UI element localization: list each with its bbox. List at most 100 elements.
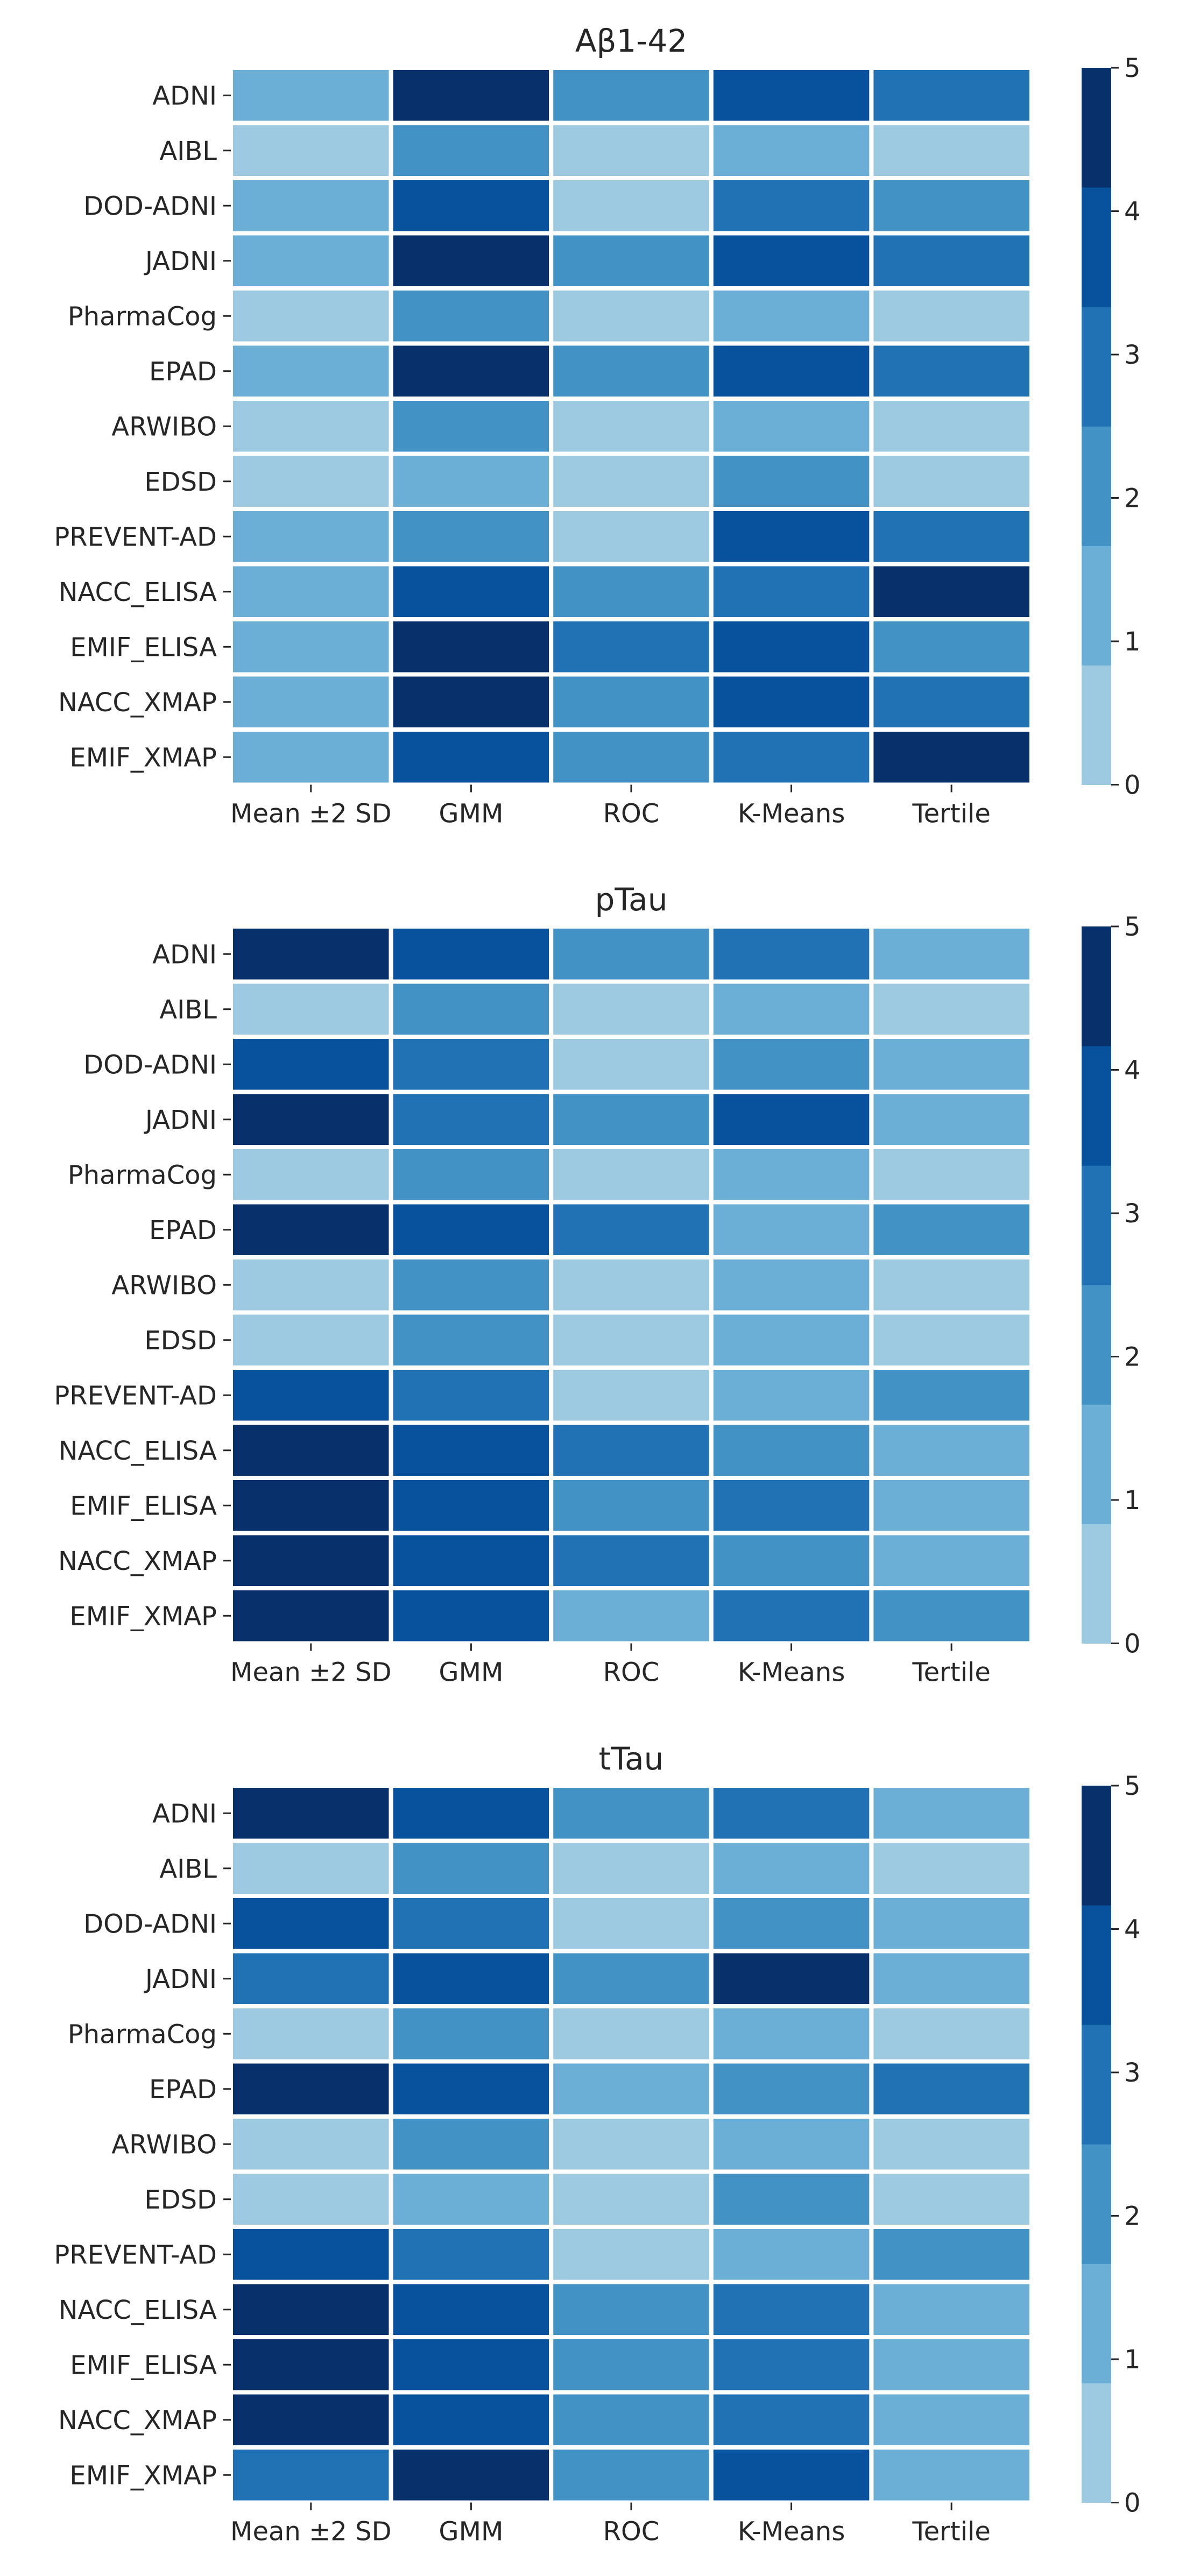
row-label: NACC_ELISA [59, 577, 217, 607]
heatmap-cell [389, 672, 554, 732]
heatmap-cell [389, 286, 554, 346]
heatmap-cell [869, 727, 1034, 787]
colorbar-tick-label: 0 [1124, 2488, 1141, 2518]
row-label: PREVENT-AD [54, 522, 217, 552]
column-label: K-Means [738, 799, 845, 829]
heatmap-panel-1: pTau ADNI AIBL DOD-ADNI JADNI PharmaCog EPAD AR… [54, 881, 1140, 1688]
heatmap-cell [389, 451, 554, 511]
heatmap-cell [389, 1949, 554, 2008]
heatmap-cell [869, 1310, 1034, 1370]
heatmap-cell [549, 1531, 714, 1590]
heatmap-cell [709, 121, 874, 180]
row-label: EMIF_XMAP [69, 742, 217, 773]
heatmap-cell [549, 1089, 714, 1149]
heatmap-cell [709, 231, 874, 291]
heatmap-cell [869, 507, 1034, 567]
heatmap-cell [709, 1949, 874, 2008]
colorbar-segment [1082, 1285, 1111, 1405]
heatmap-cell [869, 2169, 1034, 2229]
heatmap-cell [229, 1145, 393, 1205]
colorbar-segment [1082, 187, 1111, 307]
heatmap-cell [709, 1200, 874, 1259]
heatmap-cell [229, 397, 393, 456]
heatmap-cell [229, 727, 393, 787]
colorbar-segment [1082, 68, 1111, 188]
colorbar-tick-label: 3 [1124, 340, 1141, 370]
heatmap-cell [389, 1200, 554, 1259]
row-label: NACC_ELISA [59, 1436, 217, 1466]
row-label: NACC_XMAP [58, 2405, 217, 2436]
row-label: AIBL [159, 136, 217, 166]
row-label: EMIF_XMAP [69, 1601, 217, 1631]
heatmap-cell [549, 507, 714, 567]
heatmap-cell [869, 2114, 1034, 2174]
heatmap-cell [229, 2390, 393, 2450]
heatmap-cell [709, 2445, 874, 2505]
heatmap-cell [549, 1894, 714, 1954]
heatmap-cell [549, 286, 714, 346]
heatmap-cell [709, 979, 874, 1039]
heatmap-cell [229, 1255, 393, 1315]
heatmap-cell [389, 2059, 554, 2119]
row-label: EMIF_ELISA [70, 632, 217, 662]
row-label: ARWIBO [111, 1270, 217, 1300]
heatmap-cell [229, 1949, 393, 2008]
heatmap-cell [549, 2169, 714, 2229]
heatmap-cell [549, 2445, 714, 2505]
row-label: PREVENT-AD [54, 1381, 217, 1411]
heatmap-cell [869, 451, 1034, 511]
heatmap-cell [389, 2445, 554, 2505]
colorbar-tick-label: 2 [1124, 484, 1141, 514]
heatmap-cell [229, 672, 393, 732]
colorbar-segment [1082, 926, 1111, 1046]
heatmap-cell [549, 1255, 714, 1315]
row-label: JADNI [144, 1105, 217, 1135]
heatmap-cell [709, 1255, 874, 1315]
heatmap-cell [709, 2059, 874, 2119]
heatmap-cell [389, 507, 554, 567]
heatmap-cell [389, 2390, 554, 2450]
heatmap-cell [549, 397, 714, 456]
heatmap-cell [229, 121, 393, 180]
row-label: PREVENT-AD [54, 2240, 217, 2270]
heatmap-cell [549, 66, 714, 125]
heatmap-cell [549, 1035, 714, 1094]
row-label: EPAD [149, 357, 217, 387]
heatmap-cell [549, 2225, 714, 2284]
colorbar-segment [1082, 2144, 1111, 2264]
heatmap-cell [389, 231, 554, 291]
heatmap-cell [549, 2280, 714, 2339]
heatmap-cell [229, 2225, 393, 2284]
row-label: AIBL [159, 1854, 217, 1884]
heatmap-cell [389, 2335, 554, 2395]
colorbar-segment [1082, 546, 1111, 666]
heatmap-cell [389, 1420, 554, 1480]
heatmap-cell [869, 617, 1034, 677]
heatmap-cell [709, 341, 874, 401]
heatmap-cell [709, 1035, 874, 1094]
heatmap-cell [869, 562, 1034, 621]
row-label: AIBL [159, 995, 217, 1025]
heatmap-cell [869, 1586, 1034, 1646]
row-label: PharmaCog [68, 301, 217, 331]
row-label: DOD-ADNI [83, 191, 217, 221]
heatmap-cell [389, 397, 554, 456]
heatmap-cell [229, 2280, 393, 2339]
heatmap-cell [869, 66, 1034, 125]
heatmap-cell [389, 1784, 554, 1843]
heatmap-cell [869, 1255, 1034, 1315]
row-label: NACC_XMAP [58, 688, 217, 718]
heatmap-cell [869, 286, 1034, 346]
colorbar-segment [1082, 1165, 1111, 1285]
heatmap-cell [229, 2445, 393, 2505]
heatmap-cell [709, 1894, 874, 1954]
heatmap-cell [229, 2059, 393, 2119]
heatmap-cell [389, 1586, 554, 1646]
heatmap-cell [869, 1476, 1034, 1535]
colorbar-segment [1082, 665, 1111, 785]
heatmap-cell [229, 617, 393, 677]
heatmap-cell [549, 341, 714, 401]
heatmap-cell [229, 2335, 393, 2395]
colorbar-tick-label: 1 [1124, 2345, 1141, 2375]
colorbar-tick-label: 2 [1124, 2202, 1141, 2232]
